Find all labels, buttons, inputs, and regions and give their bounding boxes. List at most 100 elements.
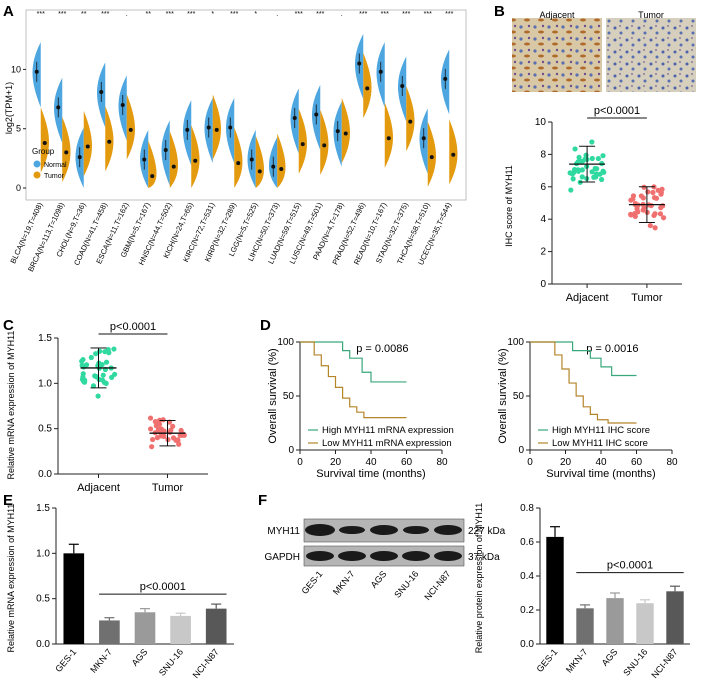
legend-label: High MYH11 mRNA expression [322,425,454,436]
ytick-label: 100 [507,337,524,348]
band-myh11 [434,525,462,535]
data-point [147,415,154,421]
survival-curve [300,341,407,419]
significance-mark: *** [424,11,432,18]
panel-c: Relative mRNA expression of MYH11 0.0 0.5… [6,321,208,494]
legend-title: Group [32,147,55,156]
significance-mark: *** [166,11,174,18]
band-gapdh [434,551,462,561]
panel-a-ytick: 0 [16,183,21,193]
data-point [90,383,97,389]
band-myh11 [370,525,398,535]
data-point [651,212,657,219]
data-point [583,152,589,158]
ytick-label: 6 [540,182,546,193]
panel-label-f: F [258,492,267,509]
data-point [651,194,658,201]
data-point [158,433,164,439]
blot-row-label: MYH11 [267,526,300,537]
data-point [82,377,88,383]
ytick-label: 50 [513,391,525,402]
violin-tumor [191,125,200,188]
median-tumor [64,150,69,155]
violin-tumor [320,109,329,175]
lane-label: AGS [369,569,389,590]
panel-label-c: C [3,317,14,334]
panel-label-d: D [260,317,271,334]
data-point [570,176,576,182]
data-point [569,171,576,177]
xtick-label: MKN-7 [88,647,114,675]
ytick-label: 0.0 [36,639,50,650]
xtick-label: 0 [297,457,303,468]
violin-tumor [148,140,157,188]
median-tumor [386,136,391,141]
panel-e: Relative mRNA expression of MYH11 0.0 0.5… [6,503,234,680]
bar [636,603,654,644]
band-myh11 [339,526,365,534]
bar [606,598,624,644]
significance-mark: *** [402,11,410,18]
bar [546,536,564,644]
data-point [660,203,666,209]
ytick-label: 4 [540,214,546,225]
data-point [640,207,646,213]
ytick-label: 0.0 [520,639,534,650]
violin-tumor [83,110,92,177]
ytick-label: 0 [288,445,294,456]
significance-mark: . [341,11,343,18]
xtick-label: 60 [401,457,413,468]
panel-a-ylabel: log2(TPM+1) [4,82,14,134]
data-point [593,174,599,180]
data-point [598,176,605,183]
data-point [652,225,658,231]
data-point [147,426,154,432]
data-point [589,169,595,175]
significance-mark: *** [58,11,66,18]
median-tumor [322,143,327,148]
data-point [100,372,106,378]
violin-tumor [255,135,264,188]
ytick-label: 0.8 [520,503,534,514]
ytick-label: 0.5 [38,424,52,435]
ytick-label: 1.0 [36,548,50,559]
median-tumor [279,167,284,172]
data-point [95,393,101,399]
data-point [648,202,654,209]
pvalue-label: p<0.0001 [140,581,186,593]
median-tumor [236,161,241,166]
violin-tumor [62,116,71,183]
significance-mark: *** [359,11,367,18]
blot-size-label: 37 kDa [468,552,500,563]
violin-tumor [40,107,49,173]
median-tumor [408,119,413,124]
survival-curve [530,341,637,377]
ytick-label: 8 [540,149,546,160]
data-point [579,174,585,180]
xtick-label: Adjacent [566,292,609,304]
data-point [579,158,585,165]
ytick-label: 1.0 [38,378,52,389]
xtick-label: SNU-16 [157,647,185,678]
significance-mark: *** [37,11,45,18]
violin-tumor [212,94,221,160]
data-point [180,431,186,437]
data-point [88,354,94,361]
legend-label: High MYH11 IHC score [552,425,650,436]
data-point [161,428,167,434]
ytick-label: 0.5 [36,594,50,605]
significance-mark: . [276,11,278,18]
data-point [99,377,106,383]
data-point [150,436,156,443]
xtick-label: MKN-7 [564,647,590,675]
legend-normal-swatch [33,160,41,168]
data-point [109,374,115,380]
xtick-label: AGS [130,647,150,668]
bar [666,591,684,644]
xtick-label: 60 [631,457,643,468]
median-tumor [150,174,155,179]
data-point [657,211,664,217]
panel-label-e: E [3,492,13,509]
bar [134,612,156,644]
